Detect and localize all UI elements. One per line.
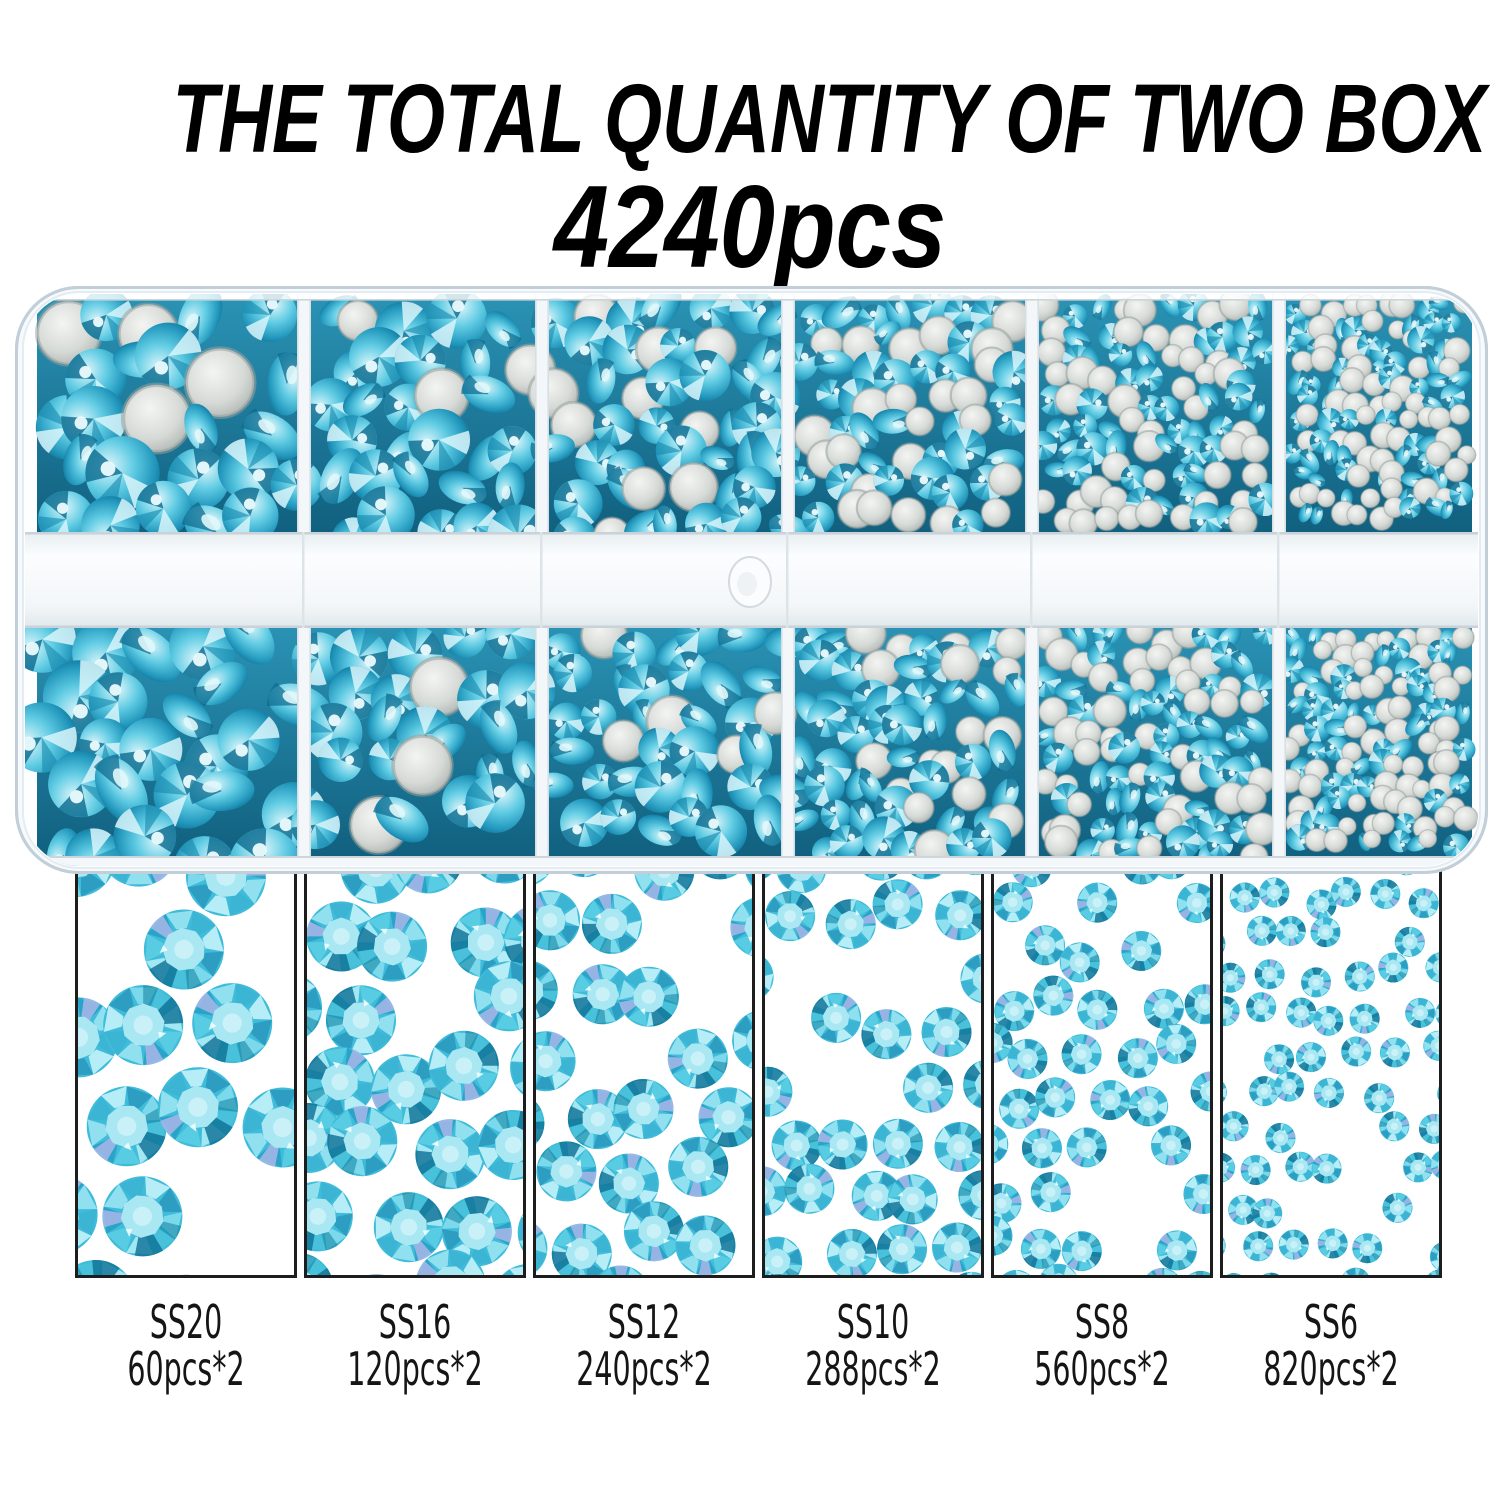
size-label-group-ss12: SS12 240pcs*2 — [570, 1299, 719, 1393]
size-label: SS20 — [149, 1295, 223, 1349]
size-label-group-ss20: SS20 60pcs*2 — [112, 1299, 261, 1393]
quantity-label: 560pcs*2 — [1034, 1341, 1170, 1396]
total-quantity: 4240pcs — [553, 161, 947, 292]
quantity-label: 120pcs*2 — [347, 1341, 483, 1396]
size-sample-panels — [75, 854, 1442, 1278]
size-label-group-ss16: SS16 120pcs*2 — [341, 1299, 490, 1393]
size-sample-panel-ss16 — [304, 854, 526, 1278]
size-sample-panel-ss6 — [1220, 854, 1442, 1278]
title-heading: THE TOTAL QUANTITY OF TWO BOX — [172, 64, 1487, 173]
size-label: SS8 — [1074, 1295, 1130, 1349]
quantity-label: 240pcs*2 — [576, 1341, 712, 1396]
quantity-label: 288pcs*2 — [805, 1341, 941, 1396]
size-label-group-ss10: SS10 288pcs*2 — [799, 1299, 948, 1393]
size-label: SS16 — [378, 1295, 452, 1349]
size-sample-panel-ss20 — [75, 854, 297, 1278]
rhinestone-box-photo — [15, 286, 1488, 874]
quantity-label: 820pcs*2 — [1263, 1341, 1399, 1396]
size-label: SS10 — [836, 1295, 910, 1349]
quantity-label: 60pcs*2 — [127, 1341, 245, 1396]
size-sample-panel-ss12 — [533, 854, 755, 1278]
size-label: SS12 — [607, 1295, 681, 1349]
size-label-group-ss6: SS6 820pcs*2 — [1257, 1299, 1406, 1393]
size-label-group-ss8: SS8 560pcs*2 — [1028, 1299, 1177, 1393]
size-label: SS6 — [1303, 1295, 1359, 1349]
size-sample-panel-ss8 — [991, 854, 1213, 1278]
